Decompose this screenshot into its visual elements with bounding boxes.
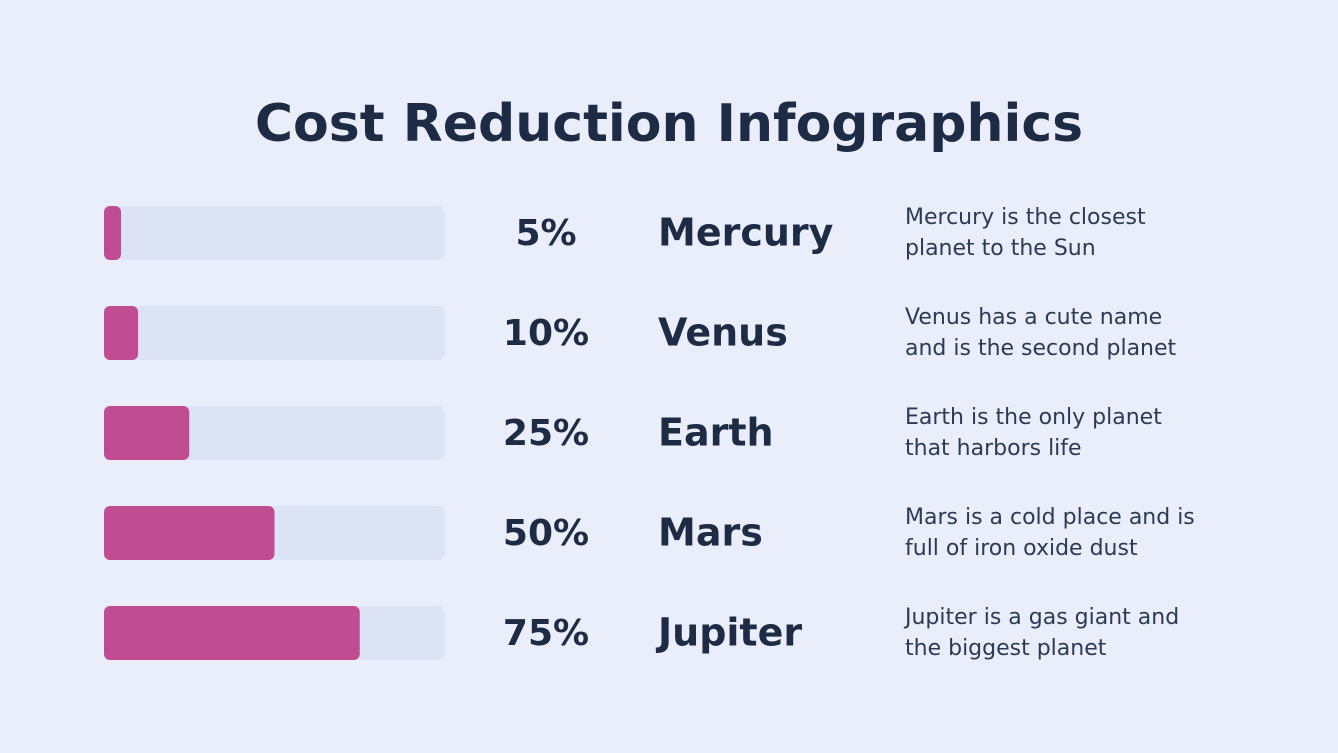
description: Jupiter is a gas giant and: [903, 605, 1179, 630]
description: Venus has a cute name: [905, 305, 1162, 330]
value-label: 25%: [503, 413, 589, 454]
description: and is the second planet: [905, 336, 1177, 361]
description: Mercury is the closest: [905, 205, 1146, 230]
category-label: Earth: [658, 411, 774, 455]
bar: [104, 206, 122, 260]
category-label: Mars: [658, 511, 763, 555]
value-label: 5%: [515, 213, 576, 254]
description: full of iron oxide dust: [905, 536, 1138, 561]
chart-title: Cost Reduction Infographics: [255, 94, 1083, 154]
value-label: 10%: [503, 313, 589, 354]
category-label: Mercury: [658, 211, 834, 255]
description: that harbors life: [905, 436, 1082, 461]
description: Earth is the only planet: [905, 405, 1162, 430]
description: planet to the Sun: [905, 236, 1096, 261]
bar-track: [104, 206, 445, 260]
description: Mars is a cold place and is: [905, 505, 1195, 530]
category-label: Jupiter: [655, 611, 802, 655]
bar: [104, 506, 275, 560]
description: the biggest planet: [905, 636, 1107, 661]
bar: [104, 406, 190, 460]
value-label: 50%: [503, 513, 589, 554]
value-label: 75%: [503, 613, 589, 654]
category-label: Venus: [658, 311, 788, 355]
bar: [104, 306, 139, 360]
bar: [104, 606, 360, 660]
bar-track: [104, 306, 445, 360]
